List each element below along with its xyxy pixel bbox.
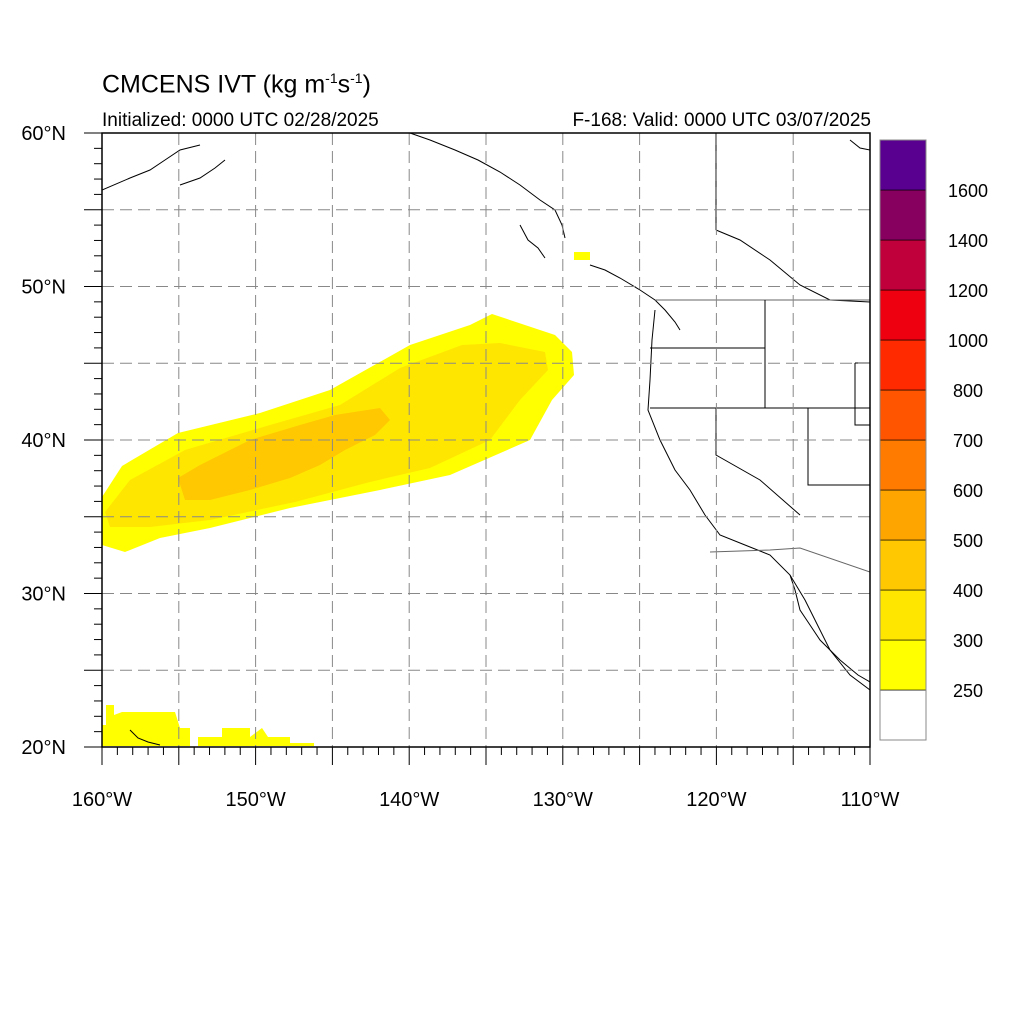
coastlines <box>102 133 870 746</box>
colorbar-frame <box>879 139 927 741</box>
x-tick-label: 120°W <box>686 789 746 811</box>
colorbar-label: 300 <box>953 631 983 651</box>
colorbar-box <box>879 289 927 341</box>
valid-time-label: F-168: Valid: 0000 UTC 03/07/2025 <box>572 110 871 131</box>
colorbar-box <box>879 389 927 441</box>
state-borders <box>650 133 870 573</box>
colorbar-box <box>879 189 927 241</box>
x-tick-label: 140°W <box>379 789 439 811</box>
colorbar-label: 1200 <box>948 281 988 301</box>
colorbar-box <box>879 589 927 641</box>
ivt-region-north <box>574 252 590 260</box>
colorbar-box <box>879 139 927 191</box>
lat-lon-grid <box>102 133 870 747</box>
colorbar-box <box>879 339 927 391</box>
x-tick-label: 150°W <box>225 789 285 811</box>
ivt-region-south <box>102 705 190 746</box>
ivt-shading <box>102 252 590 746</box>
colorbar-box <box>879 639 927 691</box>
y-tick-label: 50°N <box>21 277 66 299</box>
colorbar-box <box>879 239 927 291</box>
colorbar: 250 300 400 500 600 700 800 1000 1200 1400 1600 <box>879 139 988 741</box>
colorbar-label: 500 <box>953 531 983 551</box>
colorbar-label: 700 <box>953 431 983 451</box>
colorbar-label: 1600 <box>948 181 988 201</box>
x-tick-label: 130°W <box>533 789 593 811</box>
colorbar-label: 800 <box>953 381 983 401</box>
x-tick-label: 160°W <box>72 789 132 811</box>
y-tick-label: 40°N <box>21 430 66 452</box>
x-tick-label: 110°W <box>841 789 900 811</box>
colorbar-box <box>879 689 927 741</box>
colorbar-label: 250 <box>953 681 983 701</box>
y-axis-labels: 60°N 50°N 40°N 30°N 20°N <box>21 123 66 759</box>
colorbar-box <box>879 489 927 541</box>
y-tick-label: 30°N <box>21 584 66 606</box>
axis-ticks <box>84 132 871 765</box>
colorbar-label: 400 <box>953 581 983 601</box>
colorbar-box <box>879 439 927 491</box>
chart-title: CMCENS IVT (kg m-1s-1) <box>102 70 371 99</box>
ivt-region-400-500 <box>178 408 390 500</box>
y-tick-label: 20°N <box>21 737 66 759</box>
x-axis-labels: 160°W 150°W 140°W 130°W 120°W 110°W <box>72 789 900 811</box>
colorbar-label: 1400 <box>948 231 988 251</box>
init-time-label: Initialized: 0000 UTC 02/28/2025 <box>102 110 379 131</box>
colorbar-label: 600 <box>953 481 983 501</box>
colorbar-label: 1000 <box>948 331 988 351</box>
colorbar-box <box>879 539 927 591</box>
y-tick-label: 60°N <box>21 123 66 145</box>
